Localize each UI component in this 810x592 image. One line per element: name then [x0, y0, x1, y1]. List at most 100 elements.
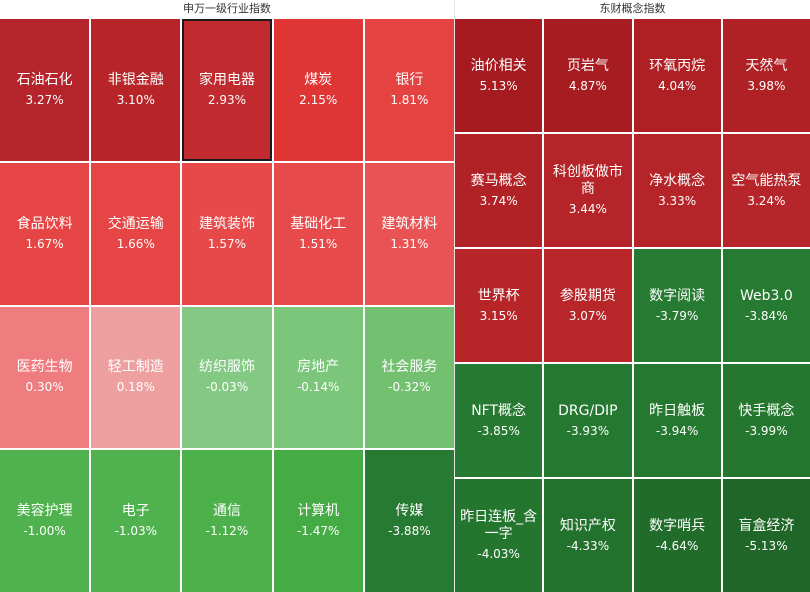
- concept-tile[interactable]: 知识产权 -4.33%: [544, 479, 632, 592]
- industry-tile[interactable]: 社会服务 -0.32%: [364, 306, 454, 449]
- tile-change-percent: 1.66%: [116, 236, 155, 251]
- industry-tile[interactable]: 非银金融 3.10%: [91, 19, 181, 161]
- tile-change-percent: 0.18%: [116, 380, 155, 395]
- tile-name: 房地产: [297, 359, 340, 376]
- tile-change-percent: 1.51%: [299, 236, 338, 251]
- industry-tile[interactable]: 轻工制造 0.18%: [91, 306, 181, 449]
- industry-tile[interactable]: 建筑材料 1.31%: [364, 162, 454, 305]
- tile-name: 非银金融: [107, 71, 164, 88]
- tile-change-percent: -3.88%: [388, 524, 431, 539]
- tile-change-percent: 4.87%: [568, 78, 607, 93]
- tile-change-percent: 3.24%: [747, 193, 786, 208]
- panel-title-dongcai: 东财概念指数: [455, 0, 810, 19]
- industry-tile[interactable]: 通信 -1.12%: [182, 450, 272, 592]
- concept-tile[interactable]: 天然气 3.98%: [722, 19, 810, 132]
- industry-tile[interactable]: 基础化工 1.51%: [273, 162, 363, 305]
- tile-change-percent: 5.13%: [479, 78, 518, 93]
- concept-tile[interactable]: NFT概念 -3.85%: [455, 364, 543, 477]
- tile-name: 天然气: [745, 57, 788, 74]
- tile-name: 世界杯: [477, 287, 520, 304]
- tile-change-percent: -1.03%: [114, 524, 158, 539]
- tile-name: 交通运输: [107, 215, 164, 232]
- concept-tile[interactable]: 世界杯 3.15%: [455, 249, 543, 362]
- tile-name: 科创板做市商: [552, 164, 623, 197]
- panel-divider: [454, 0, 455, 592]
- tile-change-percent: 3.15%: [479, 308, 518, 323]
- industry-tile[interactable]: 石油石化 3.27%: [0, 19, 90, 161]
- concept-tile[interactable]: 数字哨兵 -4.64%: [633, 479, 721, 592]
- concept-tile[interactable]: 净水概念 3.33%: [633, 134, 721, 247]
- industry-tile[interactable]: 传媒 -3.88%: [364, 450, 454, 592]
- concept-tile[interactable]: 昨日连板_含一字 -4.03%: [455, 479, 543, 592]
- tile-name: 医药生物: [16, 359, 73, 376]
- tile-change-percent: 3.44%: [568, 202, 607, 216]
- concept-tile[interactable]: 油价相关 5.13%: [455, 19, 543, 132]
- industry-tile[interactable]: 医药生物 0.30%: [0, 306, 90, 449]
- industry-tile[interactable]: 家用电器 2.93%: [182, 19, 272, 161]
- tile-change-percent: -0.14%: [296, 380, 340, 395]
- tile-name: 家用电器: [198, 71, 255, 88]
- industry-tile[interactable]: 计算机 -1.47%: [273, 450, 363, 592]
- concept-tile[interactable]: 空气能热泵 3.24%: [722, 134, 810, 247]
- tile-name: NFT概念: [471, 402, 527, 419]
- tile-name: 食品饮料: [16, 215, 73, 232]
- tile-name: 昨日连板_含一字: [460, 509, 538, 542]
- industry-tile[interactable]: 银行 1.81%: [364, 19, 454, 161]
- industry-tile[interactable]: 房地产 -0.14%: [273, 306, 363, 449]
- concept-tile[interactable]: Web3.0 -3.84%: [722, 249, 810, 362]
- concept-tile[interactable]: 数字阅读 -3.79%: [633, 249, 721, 362]
- concept-tile[interactable]: 赛马概念 3.74%: [455, 134, 543, 247]
- tile-name: 盲盒经济: [738, 517, 795, 534]
- tile-name: 昨日触板: [649, 402, 706, 419]
- tile-name: 知识产权: [559, 517, 616, 534]
- tile-name: Web3.0: [739, 287, 793, 304]
- industry-tile[interactable]: 美容护理 -1.00%: [0, 450, 90, 592]
- tile-change-percent: -5.13%: [745, 538, 788, 553]
- tile-change-percent: -4.64%: [655, 538, 699, 553]
- concept-tile[interactable]: 参股期货 3.07%: [544, 249, 632, 362]
- industry-tile[interactable]: 煤炭 2.15%: [273, 19, 363, 161]
- industry-tile[interactable]: 纺织服饰 -0.03%: [182, 306, 272, 449]
- dongcai-concept-panel: 东财概念指数 油价相关 5.13% 页岩气 4.87% 环氧丙烷 4.04% 天然气 3.98…: [455, 0, 810, 592]
- tile-change-percent: 1.57%: [207, 236, 247, 251]
- concept-tile[interactable]: 盲盒经济 -5.13%: [722, 479, 810, 592]
- concept-tile[interactable]: 快手概念 -3.99%: [722, 364, 810, 477]
- industry-tile[interactable]: 食品饮料 1.67%: [0, 162, 90, 305]
- concept-tile[interactable]: 科创板做市商 3.44%: [544, 134, 632, 247]
- tile-change-percent: 3.98%: [747, 78, 786, 93]
- tile-change-percent: 2.93%: [207, 92, 247, 107]
- tile-name: 参股期货: [559, 287, 616, 304]
- panel-title-shenwan: 申万一级行业指数: [0, 0, 454, 19]
- tile-change-percent: 3.27%: [25, 92, 64, 107]
- industry-tile[interactable]: 建筑装饰 1.57%: [182, 162, 272, 305]
- tile-name: 纺织服饰: [198, 359, 255, 376]
- tile-name: 计算机: [297, 503, 340, 520]
- tile-change-percent: -4.03%: [477, 547, 520, 561]
- tile-name: 基础化工: [290, 215, 347, 232]
- industry-tile[interactable]: 电子 -1.03%: [91, 450, 181, 592]
- concept-tile[interactable]: 昨日触板 -3.94%: [633, 364, 721, 477]
- industry-tile[interactable]: 交通运输 1.66%: [91, 162, 181, 305]
- tile-name: 石油石化: [16, 71, 73, 88]
- tile-change-percent: -4.33%: [566, 538, 610, 553]
- tile-change-percent: 1.67%: [25, 236, 64, 251]
- dongcai-heatmap-grid: 油价相关 5.13% 页岩气 4.87% 环氧丙烷 4.04% 天然气 3.98% 赛马概念 3.…: [455, 19, 810, 592]
- tile-change-percent: -1.00%: [23, 524, 66, 539]
- concept-tile[interactable]: 环氧丙烷 4.04%: [633, 19, 721, 132]
- tile-change-percent: -0.03%: [205, 380, 249, 395]
- tile-name: DRG/DIP: [558, 402, 618, 419]
- tile-name: 净水概念: [649, 172, 706, 189]
- tile-name: 赛马概念: [470, 172, 527, 189]
- tile-change-percent: 0.30%: [25, 380, 64, 395]
- concept-tile[interactable]: DRG/DIP -3.93%: [544, 364, 632, 477]
- tile-change-percent: -1.12%: [205, 524, 249, 539]
- tile-name: 轻工制造: [107, 359, 164, 376]
- tile-name: 建筑材料: [381, 215, 438, 232]
- tile-change-percent: -3.84%: [745, 308, 788, 323]
- tile-change-percent: 3.74%: [479, 193, 518, 208]
- tile-name: 通信: [212, 503, 241, 520]
- tile-name: 空气能热泵: [731, 172, 802, 189]
- tile-name: 传媒: [395, 503, 424, 520]
- concept-tile[interactable]: 页岩气 4.87%: [544, 19, 632, 132]
- tile-change-percent: 4.04%: [658, 78, 697, 93]
